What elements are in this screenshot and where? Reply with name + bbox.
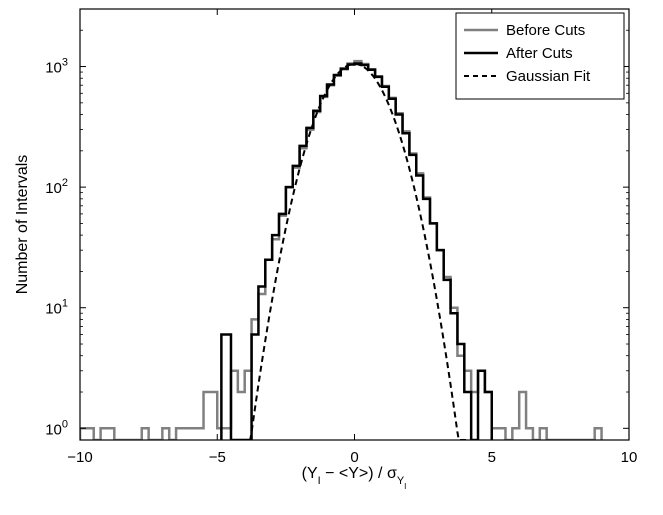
- series-line-0: [80, 59, 603, 440]
- x-tick-label: 10: [621, 449, 638, 466]
- y-tick-label: 102: [45, 177, 68, 197]
- y-tick-exponent: 0: [62, 418, 68, 430]
- legend-label: Before Cuts: [506, 22, 585, 39]
- y-tick-exponent: 3: [62, 57, 68, 69]
- y-tick-base: 10: [45, 421, 62, 438]
- legend: Before Cuts After Cuts Gaussian Fit: [455, 12, 625, 100]
- x-label-subscript: I: [318, 475, 321, 487]
- x-tick-label: 5: [488, 449, 496, 466]
- legend-label: Gaussian Fit: [506, 68, 591, 85]
- x-axis-label-text: (YI − <Y>) / σYI: [302, 465, 407, 491]
- y-tick-label: 101: [45, 298, 68, 318]
- x-tick-label: −5: [209, 449, 226, 466]
- y-tick-base: 10: [45, 60, 62, 77]
- x-label-part: (Y: [302, 465, 318, 482]
- x-label-part: − <Y>) /: [321, 465, 387, 482]
- y-tick-label: 103: [45, 57, 68, 77]
- y-tick-base: 10: [45, 301, 62, 318]
- x-label-subsubscript: I: [404, 482, 406, 491]
- series-layer: [80, 59, 603, 440]
- x-tick-label: −10: [67, 449, 92, 466]
- y-axis-label: Number of Intervals: [14, 155, 31, 295]
- y-tick-exponent: 2: [62, 177, 68, 189]
- x-tick-label: 0: [350, 449, 358, 466]
- x-label-sigma: σ: [387, 465, 397, 482]
- y-tick-base: 10: [45, 180, 62, 197]
- legend-box: [455, 12, 625, 100]
- legend-label: After Cuts: [506, 45, 573, 62]
- series-line-1: [220, 62, 493, 440]
- x-label-subscript: Y: [397, 475, 405, 487]
- series-line-2: [239, 62, 470, 440]
- y-tick-label: 100: [45, 418, 68, 438]
- x-axis-label: (YI − <Y>) / σYI: [302, 465, 407, 491]
- y-tick-exponent: 1: [62, 298, 68, 310]
